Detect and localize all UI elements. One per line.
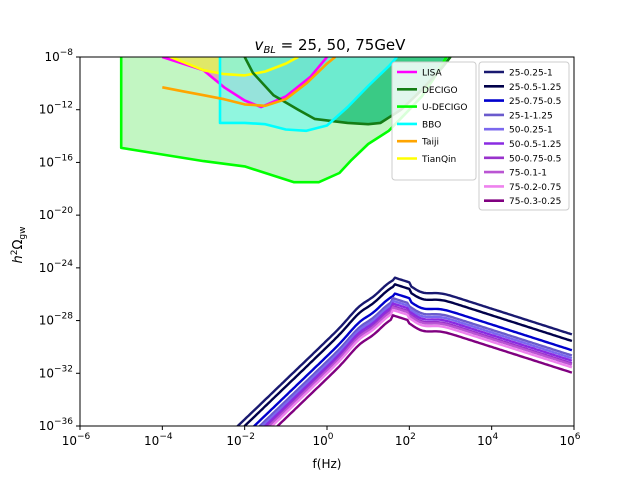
y-tick-label: 10−24: [39, 259, 74, 275]
legend-label-75-0-1-1: 75-0.1-1: [509, 169, 547, 179]
series-75-0-1-1: [267, 306, 573, 426]
x-tick-label: 10−6: [62, 432, 91, 448]
series-75-0-2-0-75: [270, 308, 573, 426]
legend-models: 25-0.25-1 25-0.5-1.25 25-0.75-0.5 25-1-1.25…: [478, 61, 570, 211]
x-tick-label: 102: [395, 432, 416, 448]
series-75-0-3-0-25: [275, 314, 573, 426]
legend-label-25-0-5-1-25: 25-0.5-1.25: [509, 83, 561, 93]
y-axis-ticks: 10−36 10−32 10−28 10−24 10−20 10−16 10−12 10−8: [39, 48, 80, 433]
legend-label-lisa: LISA: [422, 69, 443, 79]
legend-label-taiji: Taiji: [421, 138, 439, 148]
title-subscript: BL: [263, 45, 275, 56]
chart-title: vBL = 25, 50, 75GeV: [255, 36, 407, 56]
legend-detectors: LISA DECIGO U-DECIGO BBO Taiji TianQin: [391, 61, 477, 181]
legend-label-25-1-1-25: 25-1-1.25: [509, 111, 553, 121]
legend-label-25-0-75-0-5: 25-0.75-0.5: [509, 97, 561, 107]
region-bbo: [220, 57, 397, 131]
y-tick-label: 10−8: [44, 48, 73, 64]
x-tick-label: 10−4: [144, 432, 173, 448]
legend-label-75-0-3-0-25: 75-0.3-0.25: [509, 197, 561, 207]
x-tick-label: 10−2: [226, 432, 255, 448]
legend-label-tianqin: TianQin: [421, 155, 456, 165]
y-tick-label: 10−28: [39, 312, 74, 328]
series-25-1-1-25: [258, 297, 573, 426]
x-tick-label: 106: [559, 432, 580, 448]
series-25-0-25-1: [236, 276, 573, 426]
legend-label-bbo: BBO: [422, 120, 441, 130]
curve-bbo: [218, 57, 398, 133]
y-tick-label: 10−32: [39, 364, 73, 380]
legend-label-25-0-25-1: 25-0.25-1: [509, 69, 553, 79]
curve-tianqin: [170, 57, 299, 77]
x-tick-label: 104: [477, 432, 498, 448]
x-axis-ticks: 10−6 10−4 10−2 100 102 104 106: [62, 426, 581, 448]
y-tick-label: 10−20: [39, 206, 74, 222]
curve-taiji: [162, 57, 337, 108]
series-25-0-5-1-25: [242, 283, 573, 426]
y-tick-label: 10−36: [39, 417, 74, 433]
legend-label-75-0-2-0-75: 75-0.2-0.75: [509, 183, 561, 193]
y-tick-label: 10−12: [39, 101, 73, 117]
svg-text:h2Ωgw: h2Ωgw: [10, 227, 28, 264]
legend-label-50-0-5-1-25: 50-0.5-1.25: [509, 140, 561, 150]
svg-text:vBL = 25, 50, 75GeV: vBL = 25, 50, 75GeV: [255, 36, 407, 56]
x-axis-label: f(Hz): [313, 457, 342, 471]
model-curves: [236, 276, 573, 426]
x-tick-label: 100: [312, 432, 333, 448]
series-25-0-75-0-5: [252, 292, 573, 426]
legend-label-50-0-75-0-5: 50-0.75-0.5: [509, 154, 561, 164]
title-symbol: v: [255, 36, 265, 54]
legend-label-decigo: DECIGO: [422, 86, 458, 96]
series-50-0-25-1: [260, 299, 573, 426]
title-values: = 25, 50, 75GeV: [276, 36, 406, 54]
series-50-0-5-1-25: [263, 302, 573, 426]
legend-label-50-0-25-1: 50-0.25-1: [509, 126, 553, 136]
y-tick-label: 10−16: [39, 153, 74, 169]
legend-label-u-decigo: U-DECIGO: [422, 103, 467, 113]
y-axis-label: h2Ωgw: [10, 227, 28, 264]
